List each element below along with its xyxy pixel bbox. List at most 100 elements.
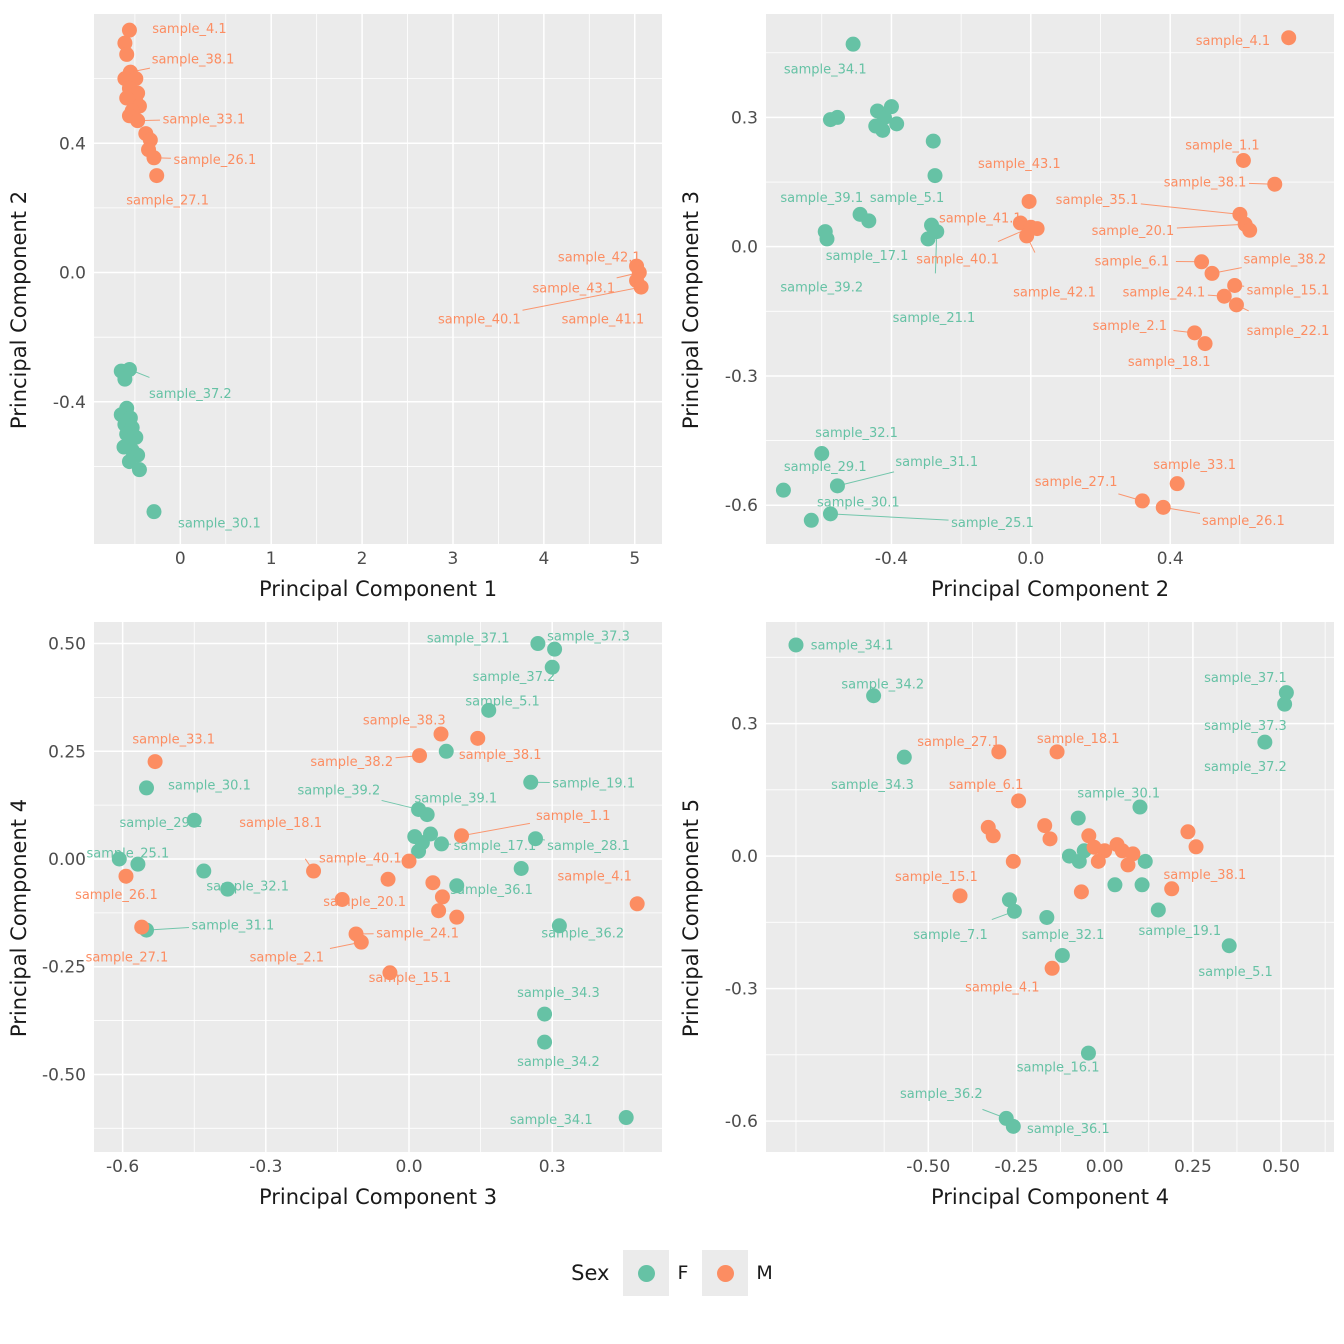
y-tick-label: 0.0 — [59, 264, 86, 284]
point-label: sample_42.1 — [558, 251, 641, 266]
data-point — [985, 828, 1001, 844]
point-label: sample_32.1 — [206, 880, 289, 895]
data-point — [1221, 938, 1237, 954]
point-label: sample_20.1 — [1092, 224, 1175, 239]
x-tick-label: 0.3 — [539, 1157, 566, 1177]
point-label: sample_25.1 — [87, 846, 170, 861]
data-point — [1187, 325, 1203, 341]
data-point — [1125, 846, 1141, 862]
point-label: sample_38.1 — [1164, 868, 1247, 883]
point-label: sample_37.2 — [149, 387, 232, 402]
data-point — [1188, 839, 1204, 855]
data-point — [1267, 176, 1283, 192]
data-point — [1011, 793, 1027, 809]
point-label: sample_22.1 — [1247, 324, 1330, 339]
point-label: sample_38.1 — [459, 748, 542, 763]
label-connector — [830, 513, 949, 521]
panel-background — [766, 622, 1334, 1152]
data-point — [544, 659, 560, 675]
point-label: sample_38.2 — [310, 755, 393, 770]
point-label: sample_38.1 — [152, 53, 235, 68]
data-point — [814, 446, 830, 462]
x-tick-label: 0.50 — [1262, 1157, 1300, 1177]
point-label: sample_34.2 — [841, 677, 924, 692]
point-label: sample_35.1 — [1056, 193, 1139, 208]
point-label: sample_31.1 — [192, 918, 275, 933]
data-point — [186, 812, 202, 828]
point-label: sample_1.1 — [1185, 138, 1259, 153]
point-label: sample_34.3 — [517, 986, 600, 1001]
y-tick-label: -0.6 — [725, 496, 758, 516]
point-label: sample_43.1 — [978, 157, 1061, 172]
point-label: sample_27.1 — [1035, 475, 1118, 490]
data-point — [819, 231, 835, 247]
data-point — [822, 112, 838, 128]
data-point — [1054, 947, 1070, 963]
legend-key-f — [623, 1250, 670, 1296]
label-connector — [461, 822, 531, 837]
y-tick-label: 0.0 — [731, 847, 758, 867]
data-point — [829, 478, 845, 494]
data-point — [130, 113, 146, 129]
data-point — [551, 918, 567, 934]
data-point — [449, 909, 465, 925]
y-tick-label: 0.50 — [48, 635, 86, 655]
data-point — [481, 702, 497, 718]
point-label: sample_39.1 — [414, 792, 497, 807]
label-connector — [837, 471, 895, 487]
data-point — [1029, 221, 1045, 237]
point-label: sample_30.1 — [1077, 786, 1160, 801]
y-tick-label: -0.4 — [53, 393, 86, 413]
panel-pc1-pc2: Principal Component 2 sample_4.1 sample_3… — [0, 6, 672, 614]
y-tick-label: -0.50 — [42, 1065, 86, 1085]
x-tick-label: 0.0 — [396, 1157, 423, 1177]
data-point — [130, 856, 146, 872]
scatter-plot-pc4-pc5: sample_34.1 sample_34.2 sample_37.1 sample_… — [725, 622, 1334, 1177]
data-point — [1044, 960, 1060, 976]
x-tick-label: 2 — [357, 549, 368, 569]
y-tick-label: -0.6 — [725, 1112, 758, 1132]
legend-key-m — [702, 1250, 749, 1296]
point-label: sample_41.1 — [562, 312, 645, 327]
data-point — [119, 46, 135, 62]
data-point — [1006, 903, 1022, 919]
point-label: sample_7.1 — [913, 928, 987, 943]
data-point — [530, 636, 546, 652]
point-label: sample_38.2 — [1244, 253, 1327, 268]
point-label: sample_24.1 — [1123, 285, 1206, 300]
data-point — [883, 99, 899, 115]
point-label: sample_19.1 — [1138, 924, 1221, 939]
data-point — [889, 116, 905, 132]
point-label: sample_43.1 — [532, 282, 615, 297]
data-point — [1134, 493, 1150, 509]
data-point — [523, 774, 539, 790]
point-label: sample_21.1 — [893, 311, 976, 326]
panel-background — [94, 14, 662, 544]
data-point — [618, 1110, 634, 1126]
point-label: sample_42.1 — [1013, 285, 1096, 300]
data-point — [633, 279, 649, 295]
point-label: sample_36.1 — [450, 883, 533, 898]
legend-title: Sex — [571, 1261, 610, 1285]
data-point — [118, 868, 134, 884]
data-point — [449, 878, 465, 894]
y-tick-label: 0.25 — [48, 742, 86, 762]
data-point — [111, 851, 127, 867]
point-label: sample_30.1 — [168, 778, 251, 793]
data-point — [1090, 853, 1106, 869]
y-tick-label: -0.25 — [42, 958, 86, 978]
data-point — [896, 749, 912, 765]
data-point — [146, 150, 162, 166]
x-tick-label: 4 — [538, 549, 549, 569]
point-label: sample_39.2 — [780, 280, 863, 295]
point-label: sample_34.2 — [517, 1055, 600, 1070]
point-label: sample_30.1 — [178, 516, 261, 531]
point-label: sample_6.1 — [1095, 254, 1169, 269]
data-point — [1227, 277, 1243, 293]
data-point — [121, 22, 137, 38]
point-label: sample_41.1 — [939, 211, 1022, 226]
data-point — [788, 637, 804, 653]
point-label: sample_29.1 — [119, 816, 202, 831]
data-point — [433, 726, 449, 742]
data-point — [1042, 831, 1058, 847]
